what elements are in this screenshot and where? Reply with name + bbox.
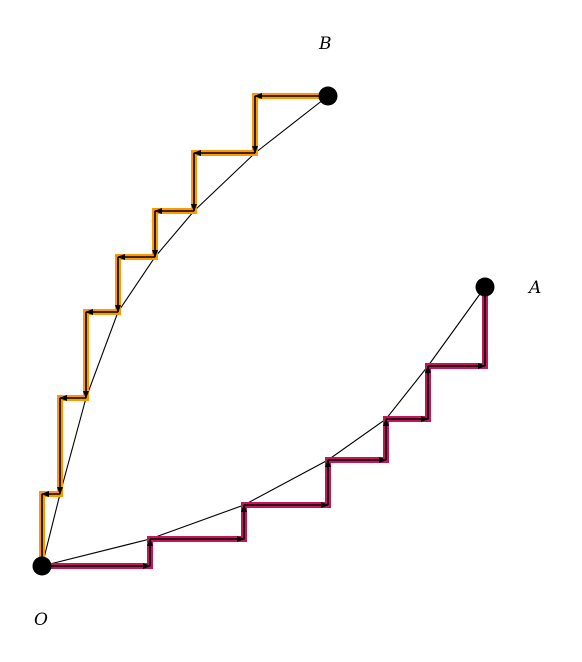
point-b-label: B — [319, 34, 332, 54]
arrows-group — [39, 93, 488, 569]
curves-group — [41, 95, 486, 567]
highlight-group — [39, 93, 488, 569]
point-a-label: A — [529, 278, 542, 298]
origin-point — [32, 556, 52, 576]
origin-label: O — [34, 610, 48, 630]
points-group — [32, 86, 495, 576]
point-b — [318, 86, 338, 106]
point-a — [475, 277, 495, 297]
curve-o-to-b — [41, 95, 329, 567]
curve-o-to-a — [41, 286, 486, 567]
